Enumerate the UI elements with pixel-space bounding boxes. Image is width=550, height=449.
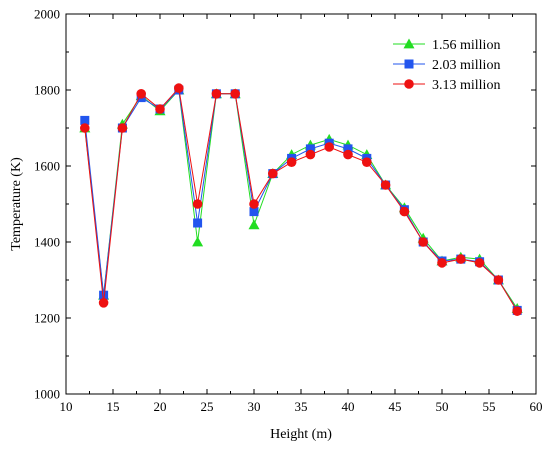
axes: 10 15 20 25 30 35 40 45 50 55 60 1000 1200 1400 1600 18…	[34, 7, 543, 415]
data-point	[230, 89, 240, 99]
x-tick-label: 30	[248, 399, 261, 414]
series-line	[84, 88, 518, 311]
data-point	[80, 115, 90, 125]
data-point	[493, 275, 504, 285]
data-point	[136, 89, 146, 99]
data-point	[211, 89, 222, 99]
x-tick-label: 50	[436, 399, 449, 414]
series-line	[84, 88, 518, 309]
legend: 1.56 million 2.03 million 3.13 million	[393, 38, 500, 93]
data-point	[380, 180, 391, 190]
x-tick-label: 25	[201, 399, 214, 414]
series-layer	[79, 83, 523, 316]
series-1	[79, 84, 523, 313]
y-tick-label: 1600	[34, 159, 60, 174]
y-tick-label: 1200	[34, 311, 60, 326]
legend-label: 2.03 million	[432, 58, 500, 73]
data-point	[99, 290, 109, 300]
data-point	[192, 236, 204, 247]
data-point	[456, 254, 466, 264]
legend-marker	[403, 38, 415, 49]
data-point	[98, 298, 109, 308]
x-tick-label: 35	[295, 399, 308, 414]
data-point	[437, 258, 447, 268]
legend-label: 3.13 million	[432, 78, 500, 93]
series-3	[80, 83, 522, 316]
data-point	[249, 199, 259, 209]
y-tick-label: 1000	[34, 387, 60, 402]
legend-label: 1.56 million	[432, 38, 500, 53]
data-point	[248, 219, 260, 230]
x-tick-label: 20	[154, 399, 167, 414]
data-point	[418, 237, 429, 247]
x-tick-label: 45	[389, 399, 402, 414]
y-axis-label: Temperature (K)	[9, 157, 24, 251]
data-point	[362, 157, 372, 167]
x-tick-label: 40	[342, 399, 355, 414]
data-point	[174, 83, 184, 93]
data-point	[343, 144, 353, 154]
data-point	[80, 123, 90, 133]
y-tick-label: 1400	[34, 235, 60, 250]
data-point	[249, 207, 259, 217]
legend-marker	[404, 59, 414, 69]
data-point	[305, 149, 316, 160]
x-tick-label: 55	[483, 399, 496, 414]
data-point	[117, 123, 128, 133]
series-line	[84, 86, 518, 312]
data-point	[399, 206, 410, 217]
x-axis-label: Height (m)	[270, 427, 332, 442]
data-point	[512, 306, 522, 316]
y-tick-label: 2000	[34, 7, 60, 22]
x-tick-label: 10	[60, 399, 73, 414]
x-tick-label: 60	[530, 399, 543, 414]
data-point	[155, 104, 165, 114]
x-tick-label: 15	[107, 399, 120, 414]
data-point	[193, 218, 203, 228]
legend-marker	[404, 79, 414, 89]
data-point	[192, 199, 203, 209]
y-tick-label: 1800	[34, 83, 60, 98]
series-2	[80, 85, 522, 315]
data-point	[286, 157, 297, 167]
data-point	[343, 149, 353, 160]
data-point	[268, 168, 278, 179]
data-point	[474, 258, 485, 268]
data-point	[324, 142, 335, 152]
data-point	[305, 144, 315, 154]
